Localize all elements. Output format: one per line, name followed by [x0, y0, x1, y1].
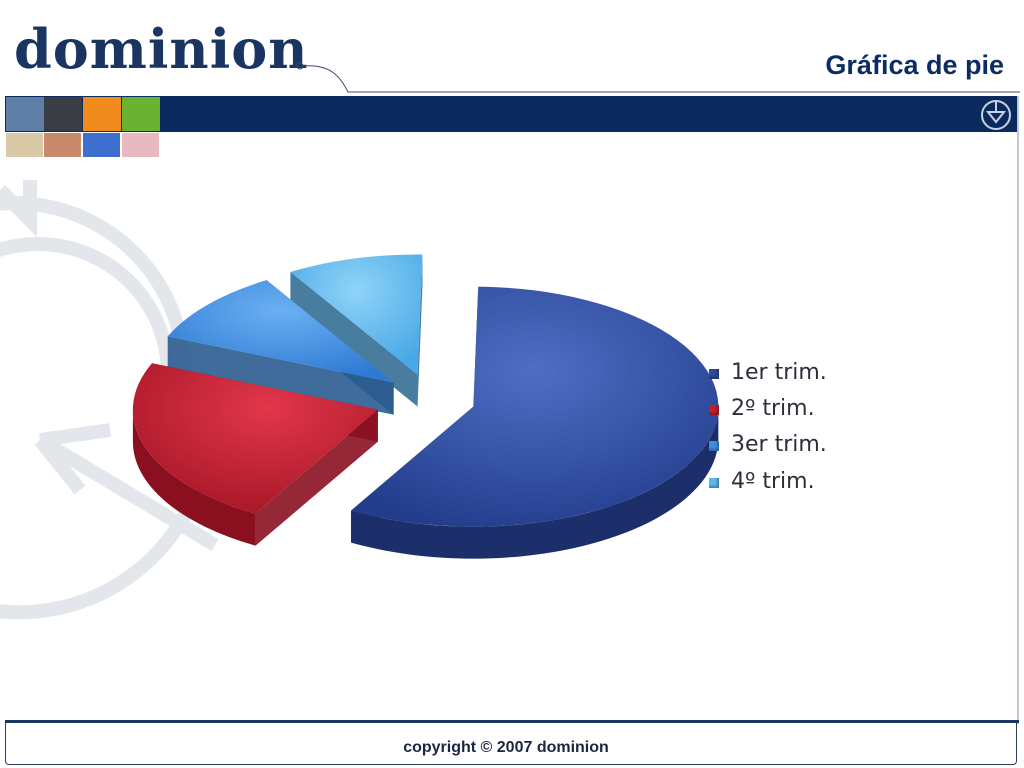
header-bar: [5, 96, 1017, 132]
page-title: Gráfica de pie: [825, 50, 1004, 80]
section-swatch: [122, 97, 160, 131]
pie-slice: [351, 286, 719, 527]
pie-slice-side: [351, 406, 719, 559]
footer-box: [5, 723, 1017, 765]
pie-slice: [132, 363, 378, 514]
legend-label: 4º trim.: [731, 469, 815, 494]
pie-slice-wall: [290, 271, 418, 407]
pie-slice-wall: [255, 409, 378, 546]
section-swatch: [6, 97, 44, 131]
thumbnail-image: [6, 133, 43, 157]
legend-swatch: [709, 441, 719, 451]
legend-swatch: [709, 405, 719, 415]
legend-swatch: [709, 478, 719, 488]
legend-swatch: [709, 369, 719, 379]
pie-slice-wall: [167, 336, 394, 415]
legend-label: 3er trim.: [731, 432, 827, 457]
frame-edge: [1017, 96, 1019, 724]
section-swatch: [83, 97, 121, 131]
emblem-icon: [981, 100, 1011, 130]
pie-slice: [167, 280, 394, 383]
header-decorative-line: [296, 62, 1020, 93]
pie-slice-side: [132, 409, 256, 546]
section-swatch: [44, 97, 82, 131]
thumbnail-image: [83, 133, 120, 157]
pie-slice: [290, 254, 423, 375]
pie-slice-wall: [417, 254, 423, 407]
thumbnail-image: [44, 133, 81, 157]
legend-label: 1er trim.: [731, 360, 827, 385]
copyright-text: copyright © 2007 dominion: [403, 739, 609, 756]
dominion-logo: dominion: [14, 17, 309, 81]
legend-label: 2º trim.: [731, 396, 815, 421]
footer-rule: [5, 720, 1019, 723]
thumbnail-image: [122, 133, 159, 157]
